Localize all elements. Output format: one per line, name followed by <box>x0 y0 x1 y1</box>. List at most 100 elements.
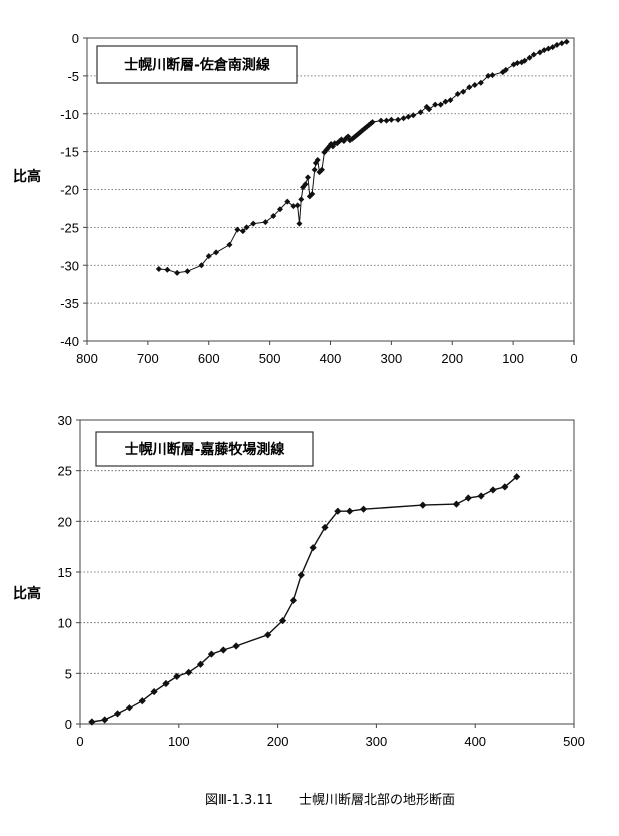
data-point <box>321 523 329 532</box>
data-point <box>101 716 109 724</box>
chart-title: 士幌川断層-佐倉南測線 <box>124 57 270 74</box>
x-tick-label: 0 <box>570 351 577 366</box>
data-point <box>309 544 317 552</box>
data-point <box>262 219 269 226</box>
data-point <box>207 650 216 658</box>
data-point <box>164 266 171 273</box>
data-point <box>452 500 461 508</box>
data-point <box>477 492 485 500</box>
data-point <box>294 202 301 209</box>
y-tick-label: -20 <box>60 183 79 198</box>
data-point <box>383 117 390 124</box>
chart-title: 士幌川断層-嘉藤牧場測線 <box>125 441 285 458</box>
data-point <box>464 494 472 502</box>
x-tick-label: 600 <box>198 351 220 366</box>
x-tick-label: 800 <box>76 351 98 366</box>
data-point <box>226 241 233 248</box>
y-tick-label: -5 <box>67 69 79 84</box>
x-tick-label: 400 <box>464 734 486 749</box>
data-point <box>514 59 521 66</box>
data-point <box>290 203 297 210</box>
data-point <box>460 88 467 95</box>
y-tick-label: 20 <box>58 514 72 529</box>
data-point <box>502 66 509 73</box>
data-point <box>311 166 318 173</box>
data-point <box>334 507 342 515</box>
data-point <box>250 220 257 227</box>
data-point <box>563 38 570 45</box>
data-point <box>369 119 376 126</box>
y-tick-label: 15 <box>58 565 72 580</box>
data-point <box>501 483 509 491</box>
data-point <box>378 117 385 124</box>
data-point <box>302 181 309 188</box>
chart-sakura-minami: 0 -5 -10 -15 -20 -25 -30 -35 -40 800 700 600 500 400 3… <box>13 31 578 366</box>
x-tick-label: 100 <box>168 734 190 749</box>
data-point <box>536 49 543 56</box>
data-point <box>162 679 170 688</box>
data-point <box>198 262 205 269</box>
data-point <box>521 57 528 64</box>
data-point <box>359 505 368 513</box>
x-tick-label: 300 <box>381 351 403 366</box>
data-point <box>419 501 427 509</box>
data-point <box>276 206 283 213</box>
data-point <box>549 44 556 51</box>
data-point <box>205 253 212 260</box>
y-axis-label: 比高 <box>13 585 41 602</box>
y-tick-label: -15 <box>60 145 79 160</box>
y-tick-label: -10 <box>60 107 79 122</box>
y-tick-label: -40 <box>60 334 79 349</box>
data-point <box>184 268 191 275</box>
data-point <box>219 646 227 654</box>
x-tick-label: 300 <box>366 734 388 749</box>
data-point <box>553 41 560 48</box>
data-point <box>278 617 287 625</box>
data-point <box>314 156 321 163</box>
data-point <box>410 112 417 119</box>
data-point <box>196 660 205 668</box>
data-point <box>155 266 162 273</box>
data-point <box>489 72 496 79</box>
data-point <box>447 97 454 104</box>
data-point <box>477 79 484 86</box>
data-point <box>471 81 478 88</box>
data-point <box>318 166 325 173</box>
data-point <box>297 571 305 579</box>
data-point <box>530 51 537 58</box>
y-tick-label: -35 <box>60 296 79 311</box>
data-point <box>437 101 444 108</box>
y-tick-label: 0 <box>65 717 72 732</box>
data-point <box>213 249 220 256</box>
x-tick-label: 500 <box>259 351 281 366</box>
data-point <box>270 213 277 220</box>
data-point <box>125 704 133 712</box>
x-tick-label: 700 <box>137 351 159 366</box>
y-tick-label: -25 <box>60 220 79 235</box>
title-box <box>96 45 298 84</box>
data-point <box>304 174 311 181</box>
data-point <box>513 473 521 481</box>
data-point <box>346 507 354 515</box>
data-point <box>466 84 473 91</box>
data-point <box>405 113 412 120</box>
y-tick-label: 30 <box>58 413 72 428</box>
y-tick-label: 5 <box>65 666 72 681</box>
data-point <box>400 115 407 122</box>
data-point <box>526 54 533 61</box>
data-point <box>395 116 402 123</box>
x-tick-label: 400 <box>320 351 342 366</box>
title-box <box>95 431 314 467</box>
data-point <box>485 72 492 79</box>
data-point <box>88 718 96 726</box>
data-point <box>284 198 291 205</box>
data-point <box>296 220 303 227</box>
plot-area <box>79 419 575 725</box>
data-point <box>426 106 433 113</box>
y-tick-label: -30 <box>60 258 79 273</box>
data-point <box>309 191 316 198</box>
y-axis-label: 比高 <box>13 168 41 185</box>
data-point <box>417 109 424 116</box>
